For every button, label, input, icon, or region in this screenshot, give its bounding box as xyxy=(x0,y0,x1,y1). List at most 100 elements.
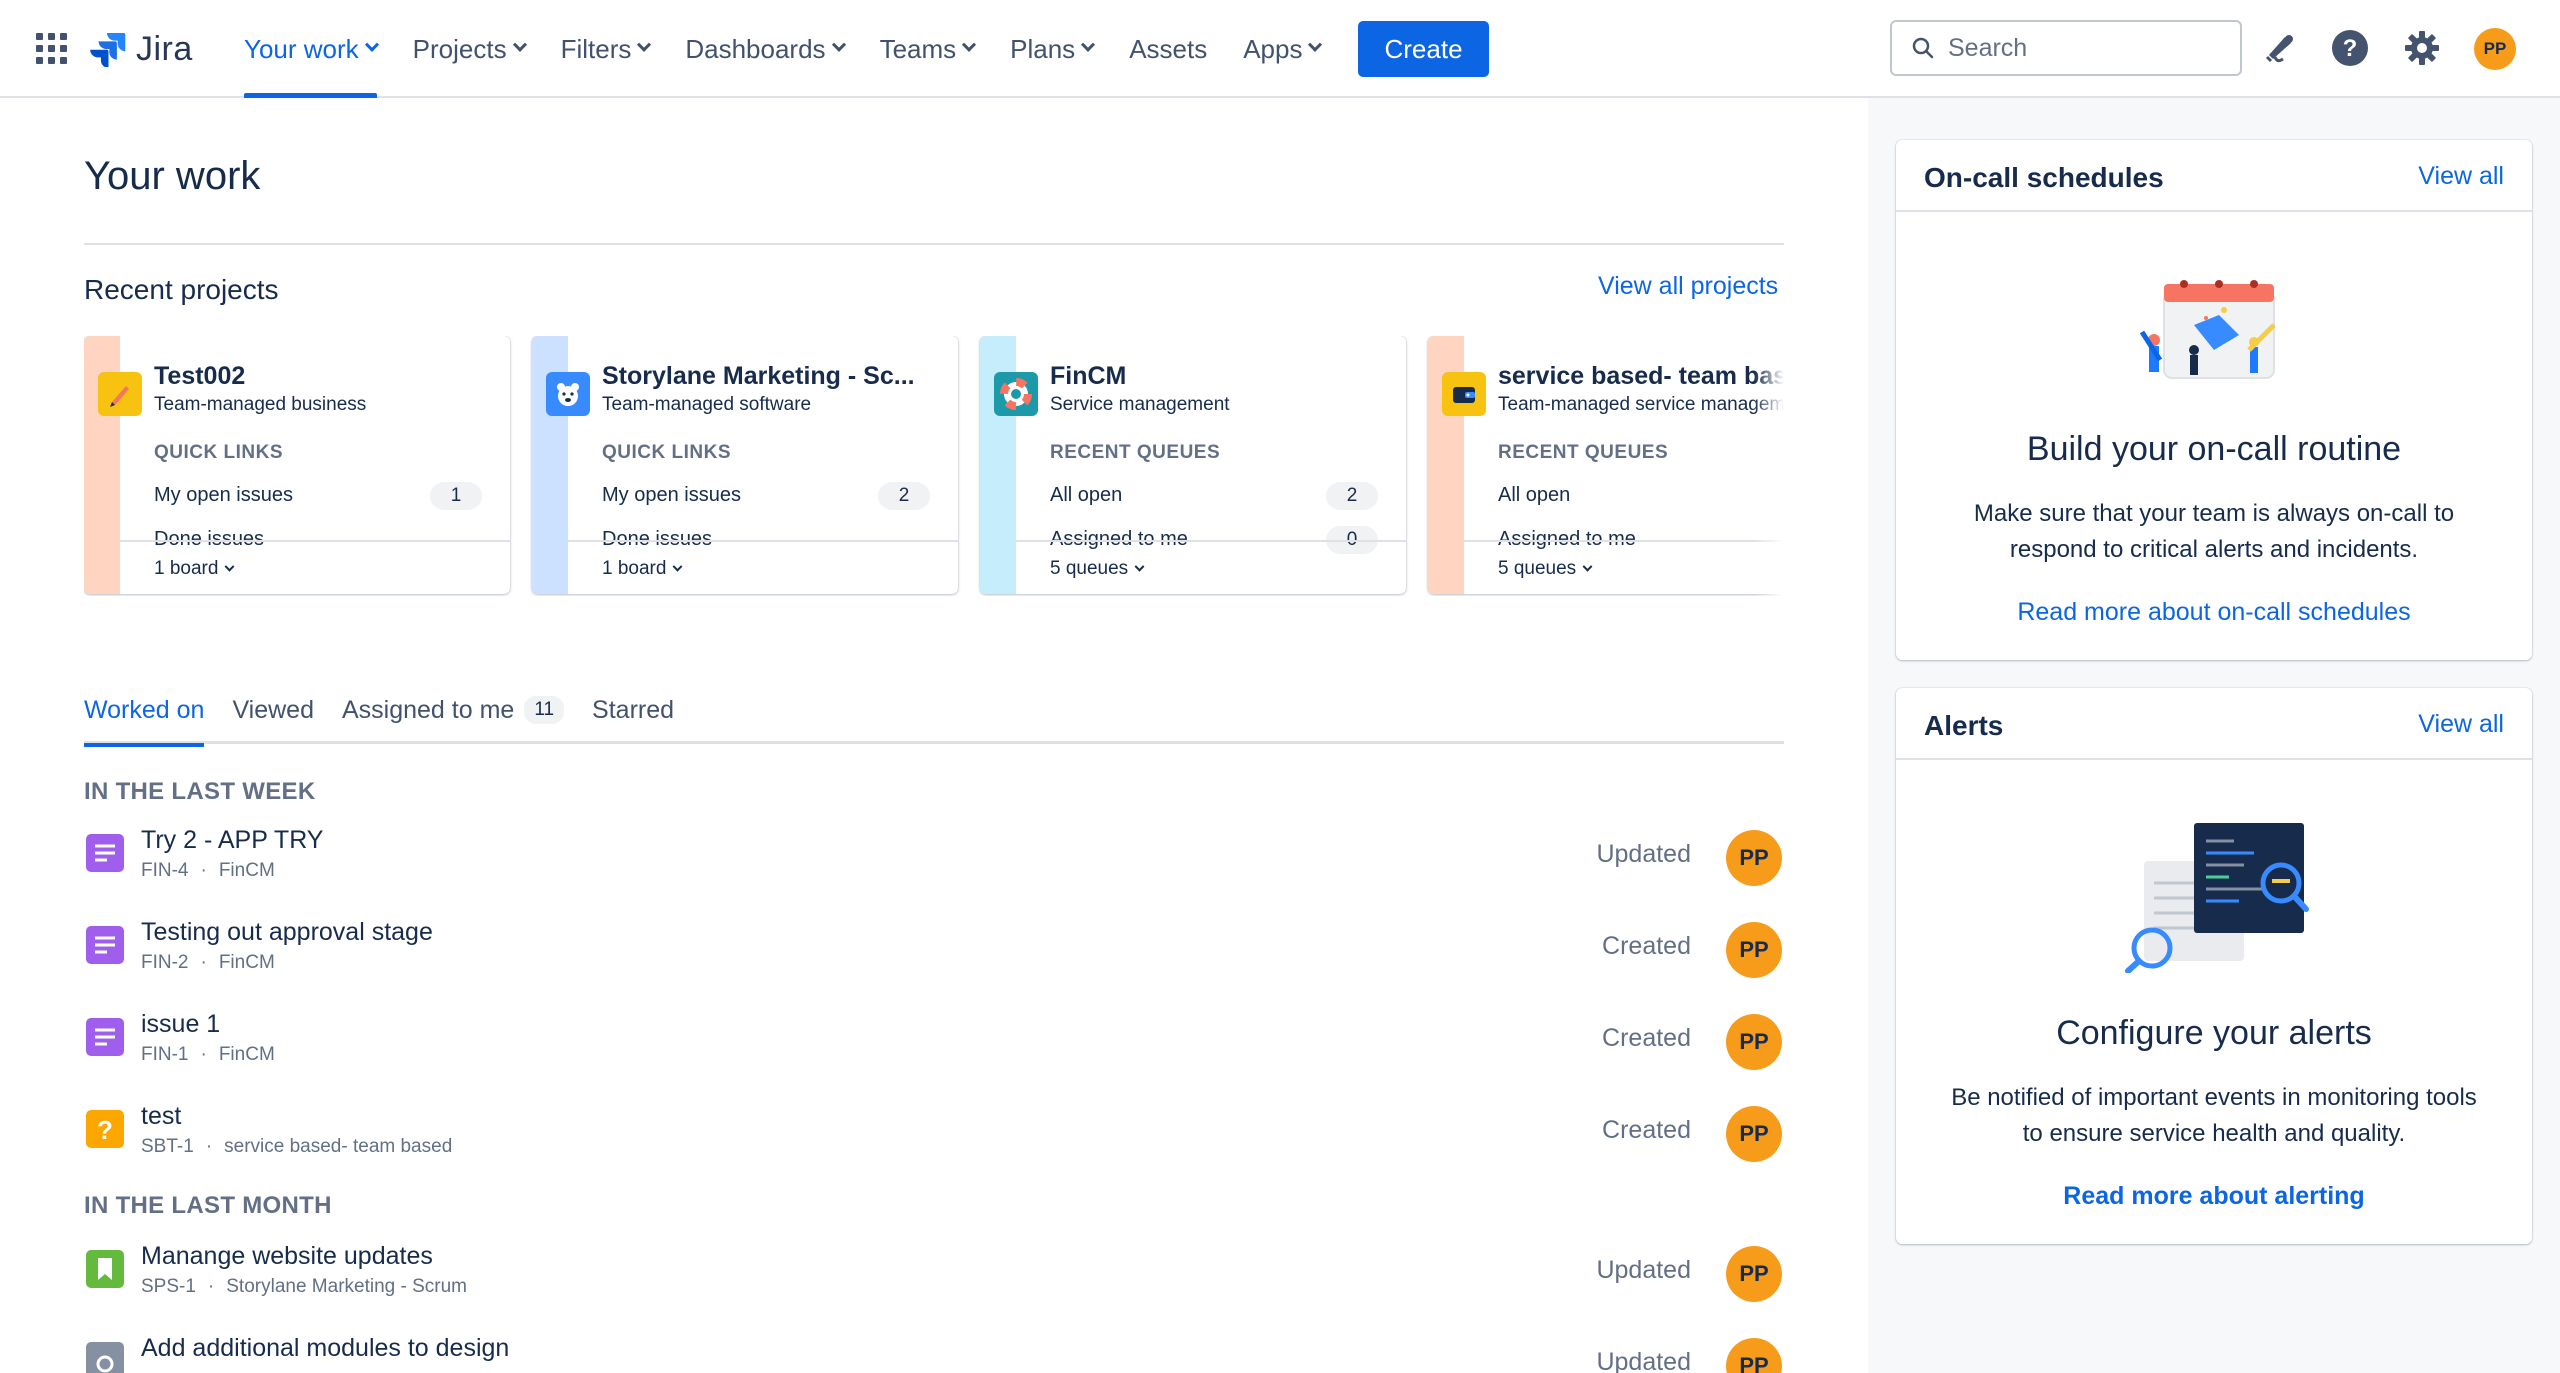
chevron-down-icon xyxy=(673,561,683,572)
app-switcher-icon[interactable] xyxy=(36,33,68,65)
title-divider xyxy=(84,243,1784,245)
alerts-title: Alerts xyxy=(1924,710,2004,741)
nav-item-label: Apps xyxy=(1243,33,1303,64)
card-footer-dropdown[interactable]: 5 queues xyxy=(1498,558,1593,580)
alerts-read-more-link[interactable]: Read more about alerting xyxy=(2063,1182,2365,1210)
chevron-down-icon xyxy=(831,37,846,52)
work-item-row[interactable]: Testing out approval stage FIN-2 · FinCM Cre… xyxy=(84,914,1784,994)
assignee-avatar[interactable]: PP xyxy=(1726,830,1782,886)
help-icon[interactable]: ? xyxy=(2330,28,2370,68)
alerts-view-all-link[interactable]: View all xyxy=(2418,710,2504,738)
assignee-avatar[interactable]: PP xyxy=(1726,1338,1782,1373)
create-button[interactable]: Create xyxy=(1358,21,1489,77)
tab-starred[interactable]: Starred xyxy=(592,696,674,744)
pencil-icon xyxy=(98,372,142,416)
work-item-title[interactable]: Add additional modules to design xyxy=(141,1334,510,1362)
card-quick-link[interactable]: All open xyxy=(1050,484,1123,506)
assignee-avatar[interactable]: PP xyxy=(1726,1014,1782,1070)
separator-dot: · xyxy=(200,1044,207,1065)
project-name[interactable]: service based- team based xyxy=(1498,362,1784,390)
lifebuoy-icon xyxy=(994,372,1038,416)
card-quick-link[interactable]: All open xyxy=(1498,484,1571,506)
search-box[interactable] xyxy=(1890,20,2242,76)
subtask-icon xyxy=(86,1342,124,1373)
oncall-panel: On-call schedules View all Build your on… xyxy=(1896,140,2532,660)
work-item-title[interactable]: Manange website updates xyxy=(141,1242,433,1270)
story-icon xyxy=(86,1250,124,1288)
task-icon xyxy=(86,926,124,964)
tab-worked-on[interactable]: Worked on xyxy=(84,696,205,747)
nav-item-filters[interactable]: Filters xyxy=(543,0,668,98)
issue-project: FinCM xyxy=(218,860,275,881)
recent-projects-cards: Test002 Team-managed business QUICK LINKS M… xyxy=(84,336,1784,596)
notifications-icon[interactable] xyxy=(2260,28,2300,68)
alerts-text: Be notified of important events in monit… xyxy=(1951,1084,2477,1147)
count-badge: 11 xyxy=(524,696,565,724)
work-item-meta: FIN-2 · FinCM xyxy=(141,952,275,974)
work-item-title[interactable]: issue 1 xyxy=(141,1010,221,1038)
tab-viewed[interactable]: Viewed xyxy=(232,696,314,744)
separator-dot: · xyxy=(200,860,207,881)
issue-key: FIN-4 xyxy=(141,860,189,881)
assignee-avatar[interactable]: PP xyxy=(1726,1246,1782,1302)
jira-logo[interactable]: Jira xyxy=(90,28,193,70)
oncall-read-more-link[interactable]: Read more about on-call schedules xyxy=(2017,598,2411,626)
chevron-down-icon xyxy=(1308,37,1323,52)
work-item-title[interactable]: Try 2 - APP TRY xyxy=(141,826,324,854)
work-item-title[interactable]: test xyxy=(141,1102,182,1130)
work-item-meta: FIN-4 · FinCM xyxy=(141,860,275,882)
wallet-icon xyxy=(1442,372,1486,416)
work-item-row[interactable]: Add additional modules to design Updated P… xyxy=(84,1330,1784,1373)
task-icon xyxy=(86,1018,124,1056)
recent-projects-heading: Recent projects xyxy=(84,274,279,305)
work-item-title[interactable]: Testing out approval stage xyxy=(141,918,433,946)
card-quick-link[interactable]: My open issues xyxy=(602,484,741,506)
nav-item-plans[interactable]: Plans xyxy=(992,0,1111,98)
work-item-row[interactable]: issue 1 FIN-1 · FinCM Created PP xyxy=(84,1006,1784,1086)
project-card[interactable]: Test002 Team-managed business QUICK LINKS M… xyxy=(84,336,510,594)
nav-item-dashboards[interactable]: Dashboards xyxy=(667,0,861,98)
card-quick-link[interactable]: My open issues xyxy=(154,484,293,506)
work-item-meta: SBT-1 · service based- team based xyxy=(141,1136,452,1158)
project-name[interactable]: Test002 xyxy=(154,362,246,390)
card-footer-label: 1 board xyxy=(602,558,667,579)
oncall-text: Make sure that your team is always on-ca… xyxy=(1973,500,2455,563)
project-name[interactable]: FinCM xyxy=(1050,362,1127,390)
search-input[interactable] xyxy=(1948,33,2228,63)
tab-assigned-to-me[interactable]: Assigned to me 11 xyxy=(342,696,565,744)
card-footer-dropdown[interactable]: 1 board xyxy=(154,558,235,580)
view-all-projects-link[interactable]: View all projects xyxy=(1598,272,1779,300)
card-footer-dropdown[interactable]: 5 queues xyxy=(1050,558,1145,580)
work-item-row[interactable]: Manange website updates SPS-1 · Storylane M… xyxy=(84,1238,1784,1318)
assignee-avatar[interactable]: PP xyxy=(1726,922,1782,978)
assignee-avatar[interactable]: PP xyxy=(1726,1106,1782,1162)
nav-item-teams[interactable]: Teams xyxy=(862,0,993,98)
nav-item-label: Teams xyxy=(879,33,957,64)
card-divider xyxy=(1464,540,1784,542)
chevron-down-icon xyxy=(225,561,235,572)
card-quick-link[interactable]: Assigned to me xyxy=(1050,528,1188,550)
work-item-row[interactable]: Try 2 - APP TRY FIN-4 · FinCM Updated PP xyxy=(84,822,1784,902)
project-card[interactable]: service based- team based Team-managed se… xyxy=(1428,336,1784,594)
nav-item-apps[interactable]: Apps xyxy=(1225,0,1338,98)
project-name[interactable]: Storylane Marketing - Sc... xyxy=(602,362,915,390)
project-card[interactable]: Storylane Marketing - Sc... Team-managed … xyxy=(532,336,958,594)
chevron-down-icon xyxy=(512,37,527,52)
oncall-view-all-link[interactable]: View all xyxy=(2418,162,2504,190)
nav-item-assets[interactable]: Assets xyxy=(1111,0,1225,98)
cards-fade-overlay xyxy=(1754,336,1784,596)
tab-label: Worked on xyxy=(84,696,205,724)
card-footer-dropdown[interactable]: 1 board xyxy=(602,558,683,580)
nav-item-projects[interactable]: Projects xyxy=(395,0,543,98)
work-item-row[interactable]: ? test SBT-1 · service based- team based Crea… xyxy=(84,1098,1784,1178)
card-quick-link[interactable]: Assigned to me xyxy=(1498,528,1636,550)
project-card[interactable]: FinCM Service management RECENT QUEUES All … xyxy=(980,336,1406,594)
card-quick-link[interactable]: Done issues xyxy=(154,528,265,550)
user-avatar[interactable]: PP xyxy=(2474,28,2516,70)
card-quick-link[interactable]: Done issues xyxy=(602,528,713,550)
nav-item-your-work[interactable]: Your work xyxy=(226,0,395,98)
tab-label: Viewed xyxy=(232,696,314,724)
settings-gear-icon[interactable] xyxy=(2402,28,2442,68)
project-type: Team-managed service management xyxy=(1498,394,1784,415)
work-item-action: Updated xyxy=(1596,1256,1691,1284)
